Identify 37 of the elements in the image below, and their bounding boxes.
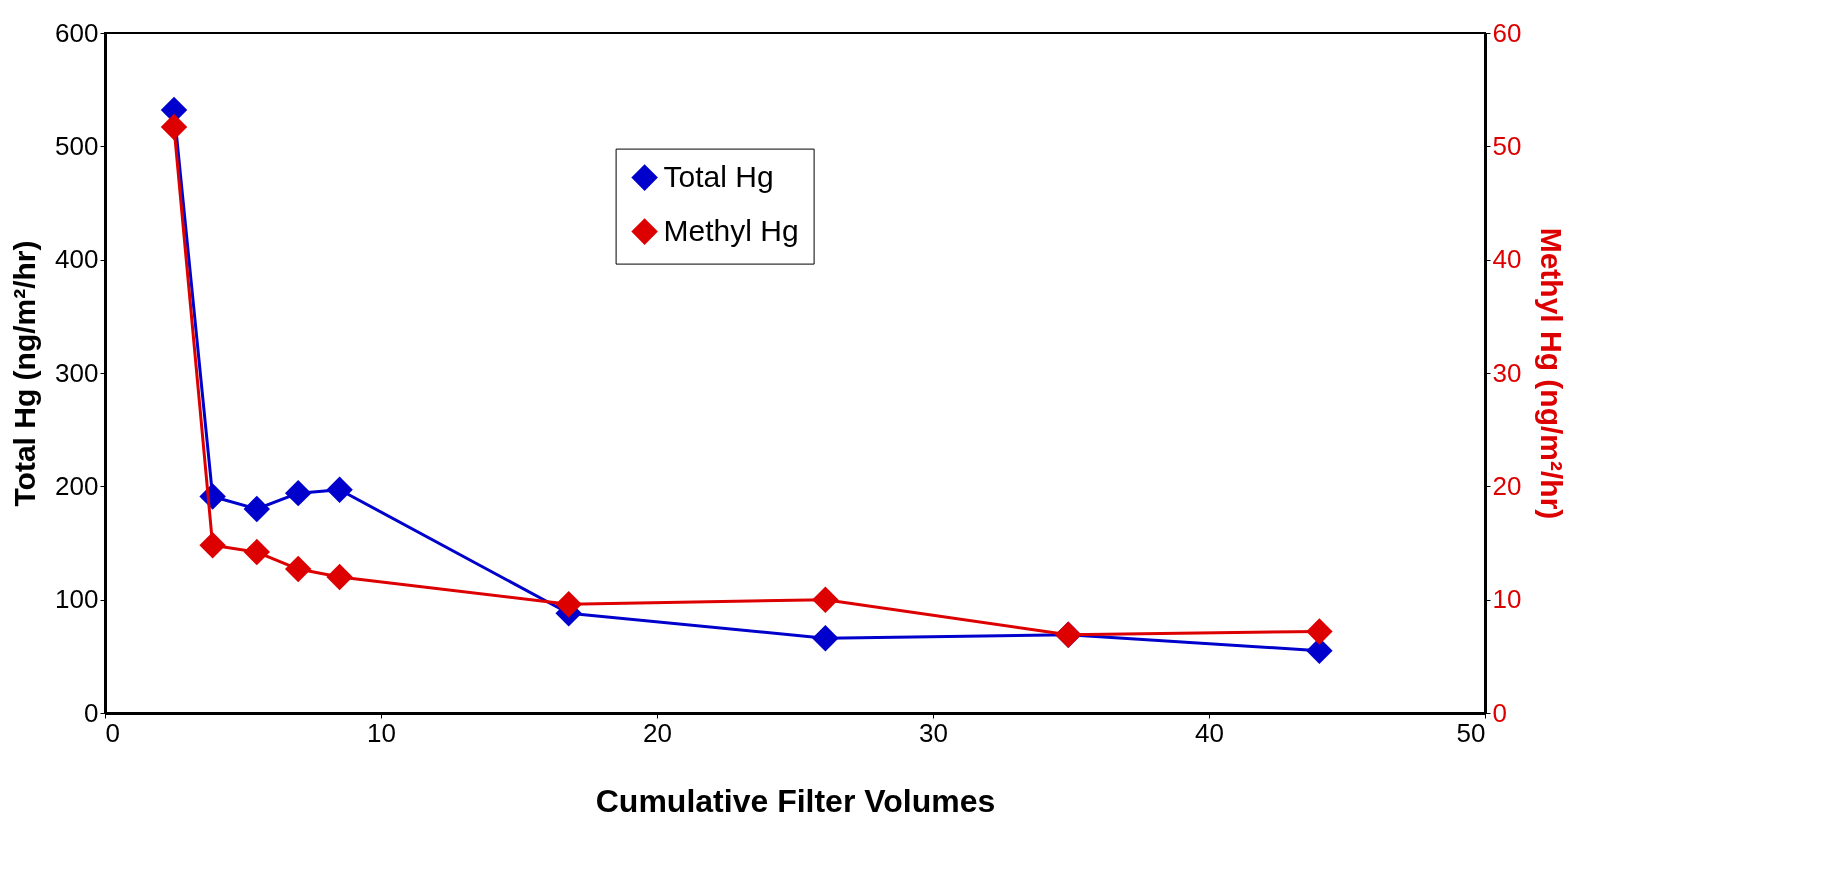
point	[243, 538, 271, 566]
y2-axis-title: Methyl Hg (ng/m²/hr)	[1535, 227, 1569, 520]
point	[199, 532, 226, 559]
point	[812, 586, 839, 613]
point	[812, 624, 839, 652]
point	[243, 495, 271, 523]
y-tick-label: 100	[55, 584, 99, 615]
y-tick-label: 0	[84, 697, 99, 728]
y2-tick-label: 40	[1492, 244, 1522, 275]
point	[326, 563, 353, 591]
x-axis-title: Cumulative Filter Volumes	[595, 782, 996, 819]
legend-label: Methyl Hg	[663, 213, 799, 247]
x-tick-label: 50	[1456, 717, 1486, 748]
point	[284, 555, 312, 583]
x-tick-label: 30	[919, 717, 948, 748]
x-tick-label: 0	[105, 717, 120, 748]
y-tick-label: 600	[55, 17, 99, 48]
point	[1306, 618, 1333, 645]
y-axis-title: Total Hg (ng/m²/hr)	[8, 240, 42, 507]
y-tick-label: 500	[55, 130, 99, 161]
legend-label: Total Hg	[663, 159, 774, 193]
x-tick-label: 20	[643, 717, 672, 748]
point	[160, 113, 188, 141]
x-tick-label: 40	[1195, 717, 1224, 748]
y-tick-label: 200	[55, 470, 99, 501]
y-tick-label: 400	[55, 244, 99, 275]
y2-tick-label: 50	[1492, 130, 1522, 161]
y2-tick-label: 30	[1492, 357, 1522, 388]
y-tick-label: 300	[55, 357, 99, 388]
x-tick-label: 10	[367, 717, 396, 748]
y2-tick-label: 60	[1492, 17, 1522, 48]
point	[326, 476, 353, 503]
y2-tick-label: 20	[1492, 470, 1522, 501]
y2-tick-label: 0	[1492, 697, 1507, 728]
y2-tick-label: 10	[1492, 584, 1522, 615]
point	[555, 590, 582, 618]
point	[284, 479, 312, 507]
